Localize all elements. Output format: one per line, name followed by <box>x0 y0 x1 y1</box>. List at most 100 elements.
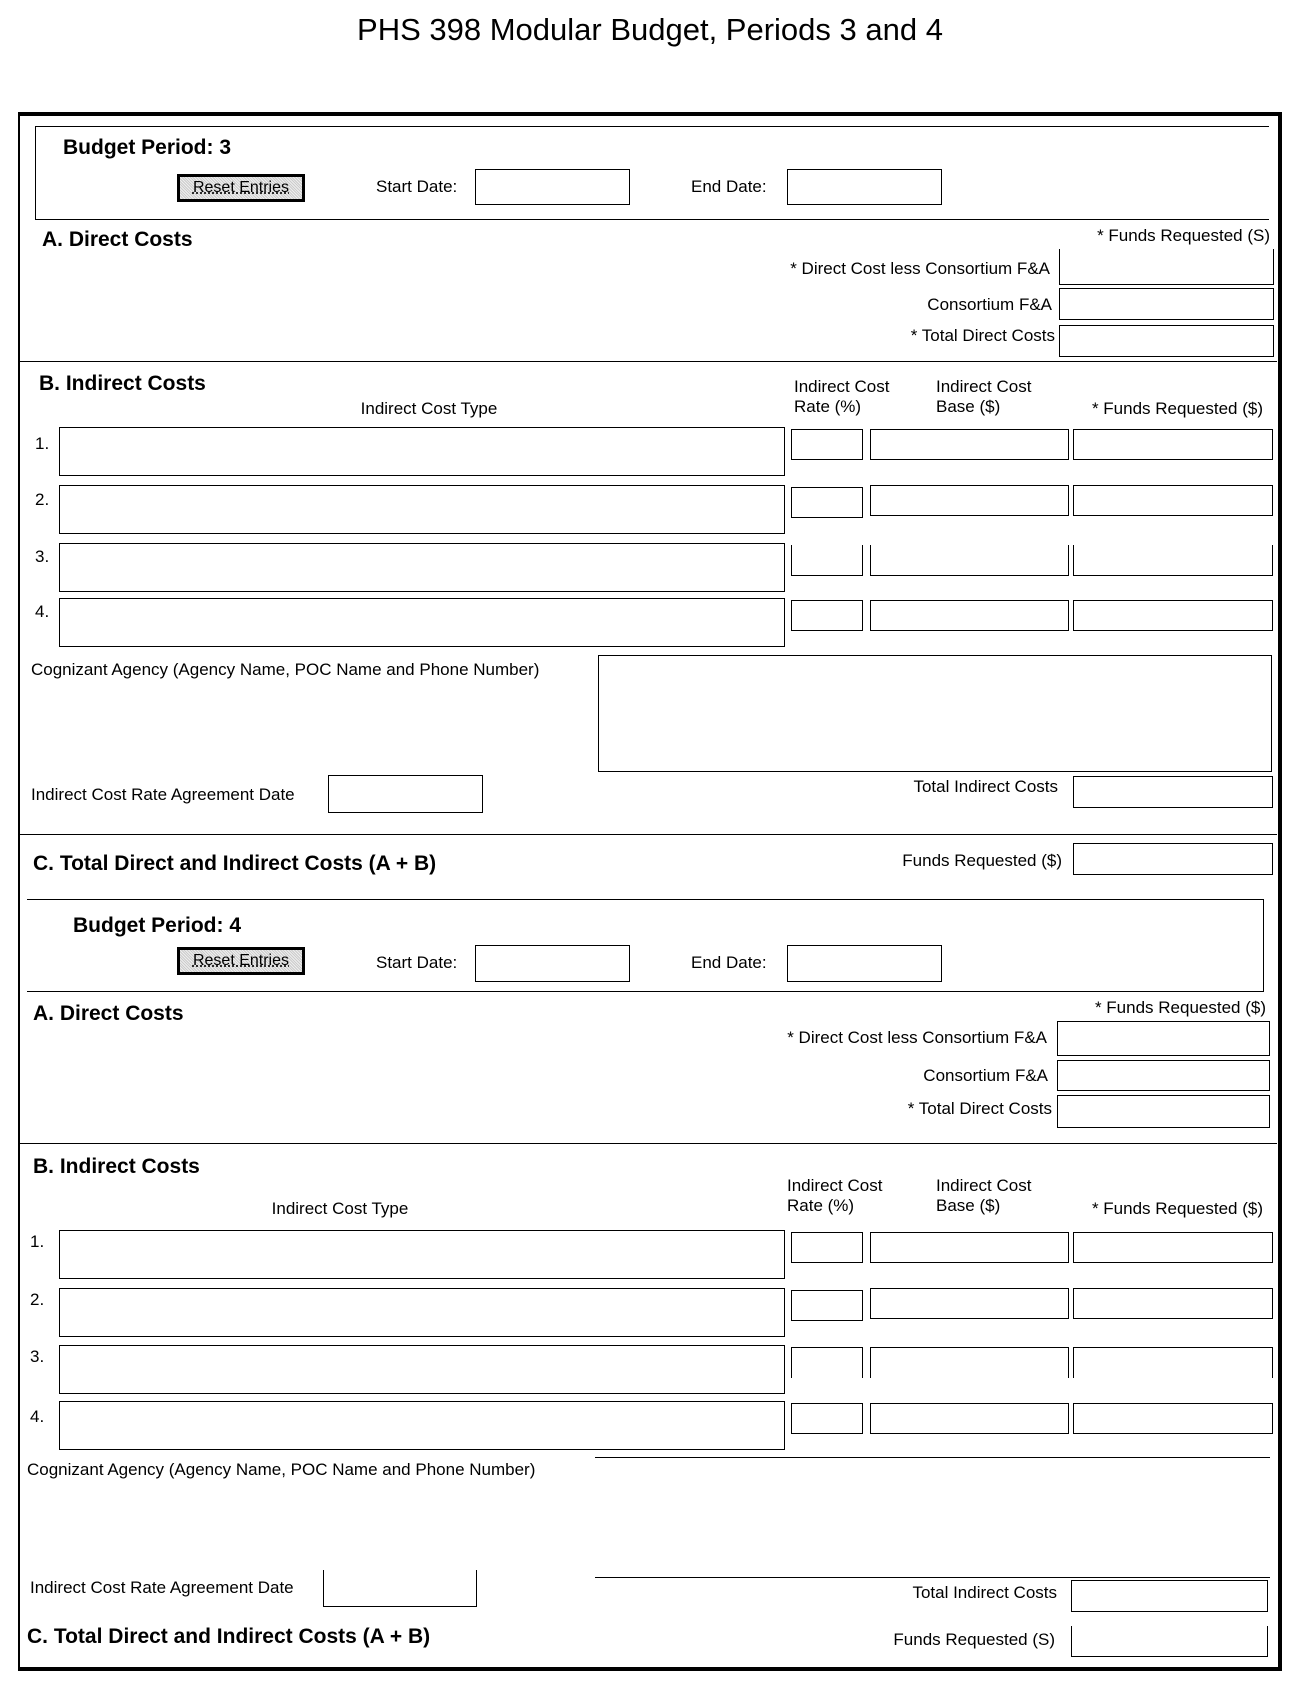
cognizant-agency-input[interactable] <box>598 655 1272 772</box>
row-number: 1. <box>30 1232 45 1251</box>
funds-input[interactable] <box>1073 429 1273 460</box>
base-header: Indirect Cost Base ($) <box>936 1176 1031 1216</box>
cognizant-agency-input[interactable] <box>595 1457 1270 1578</box>
end-date-input[interactable] <box>787 945 942 982</box>
cognizant-agency-label: Cognizant Agency (Agency Name, POC Name … <box>31 660 540 679</box>
indirect-cost-type-input[interactable] <box>59 427 785 476</box>
total-direct-costs-input[interactable] <box>1057 1095 1270 1128</box>
end-date-label: End Date: <box>691 177 767 196</box>
rate-input[interactable] <box>791 1347 863 1378</box>
rate-input[interactable] <box>791 1403 863 1434</box>
indirect-costs-heading: B. Indirect Costs <box>33 1155 200 1178</box>
rate-header-line2: Rate (%) <box>794 397 862 416</box>
indirect-cost-type-input[interactable] <box>59 598 785 647</box>
base-header-line2: Base ($) <box>936 397 1001 416</box>
divider <box>19 1143 1277 1144</box>
funds-input[interactable] <box>1073 1347 1273 1378</box>
base-header: Indirect Cost Base ($) <box>936 377 1031 417</box>
indirect-cost-type-header: Indirect Cost Type <box>271 1199 409 1218</box>
start-date-input[interactable] <box>475 169 630 205</box>
rate-input[interactable] <box>791 1290 863 1321</box>
rate-input[interactable] <box>791 429 863 460</box>
start-date-label: Start Date: <box>376 953 458 972</box>
direct-cost-less-consortium-input[interactable] <box>1059 249 1274 285</box>
direct-cost-less-consortium-label: * Direct Cost less Consortium F&A <box>787 1028 1047 1047</box>
direct-costs-heading: A. Direct Costs <box>42 228 193 251</box>
row-number: 2. <box>30 1290 45 1309</box>
funds-input[interactable] <box>1073 600 1273 631</box>
base-input[interactable] <box>870 1288 1069 1319</box>
period-4-header-box <box>27 899 1264 992</box>
rate-header: Indirect Cost Rate (%) <box>794 377 889 417</box>
total-funds-requested-label: Funds Requested (S) <box>893 1630 1055 1649</box>
base-input[interactable] <box>870 1403 1069 1434</box>
agreement-date-input[interactable] <box>323 1570 477 1607</box>
rate-header-line1: Indirect Cost <box>794 377 890 396</box>
rate-input[interactable] <box>791 545 863 576</box>
row-number: 4. <box>35 602 50 621</box>
form-container <box>18 112 1282 1671</box>
total-indirect-costs-input[interactable] <box>1071 1580 1268 1612</box>
indirect-funds-header: * Funds Requested ($) <box>1091 1199 1263 1218</box>
total-direct-costs-label: * Total Direct Costs <box>907 1099 1052 1118</box>
agreement-date-label: Indirect Cost Rate Agreement Date <box>30 1578 294 1597</box>
indirect-cost-type-input[interactable] <box>59 485 785 534</box>
base-input[interactable] <box>870 429 1069 460</box>
agreement-date-input[interactable] <box>328 775 483 813</box>
indirect-costs-heading: B. Indirect Costs <box>39 372 206 395</box>
reset-entries-button[interactable]: Reset Entries <box>177 174 305 202</box>
row-number: 4. <box>30 1407 45 1426</box>
rate-input[interactable] <box>791 487 863 518</box>
total-indirect-costs-label: Total Indirect Costs <box>913 777 1058 796</box>
indirect-cost-type-input[interactable] <box>59 1288 785 1337</box>
budget-period-3-label: Budget Period: 3 <box>63 136 232 159</box>
consortium-fa-input[interactable] <box>1057 1060 1270 1091</box>
total-funds-requested-input[interactable] <box>1073 843 1273 875</box>
row-number: 3. <box>30 1347 45 1366</box>
base-input[interactable] <box>870 600 1069 631</box>
row-number: 3. <box>35 547 50 566</box>
base-input[interactable] <box>870 545 1069 576</box>
indirect-cost-type-input[interactable] <box>59 1345 785 1394</box>
funds-requested-header: * Funds Requested (S) <box>1097 226 1270 245</box>
indirect-cost-type-input[interactable] <box>59 1401 785 1450</box>
rate-input[interactable] <box>791 600 863 631</box>
end-date-input[interactable] <box>787 169 942 205</box>
indirect-funds-header: * Funds Requested ($) <box>1091 399 1263 418</box>
total-direct-costs-input[interactable] <box>1059 325 1274 357</box>
direct-cost-less-consortium-input[interactable] <box>1057 1021 1270 1056</box>
funds-requested-header: * Funds Requested ($) <box>1094 998 1266 1017</box>
period-3-header-box <box>35 126 1269 220</box>
indirect-cost-type-input[interactable] <box>59 1230 785 1279</box>
indirect-cost-type-input[interactable] <box>59 543 785 592</box>
funds-input[interactable] <box>1073 1232 1273 1263</box>
start-date-input[interactable] <box>475 945 630 982</box>
consortium-fa-input[interactable] <box>1059 288 1274 320</box>
reset-entries-button[interactable]: Reset Entries <box>177 947 305 975</box>
total-costs-heading: C. Total Direct and Indirect Costs (A + … <box>33 852 437 875</box>
total-indirect-costs-input[interactable] <box>1073 776 1273 808</box>
total-costs-heading: C. Total Direct and Indirect Costs (A + … <box>27 1625 431 1648</box>
rate-header-line1: Indirect Cost <box>787 1176 883 1195</box>
total-funds-requested-input[interactable] <box>1071 1626 1268 1657</box>
rate-input[interactable] <box>791 1232 863 1263</box>
funds-input[interactable] <box>1073 485 1273 516</box>
base-input[interactable] <box>870 1347 1069 1378</box>
funds-input[interactable] <box>1073 545 1273 576</box>
total-funds-requested-label: Funds Requested ($) <box>902 851 1062 870</box>
base-header-line1: Indirect Cost <box>936 1176 1032 1195</box>
base-input[interactable] <box>870 1232 1069 1263</box>
end-date-label: End Date: <box>691 953 767 972</box>
rate-header: Indirect Cost Rate (%) <box>787 1176 882 1216</box>
direct-cost-less-consortium-label: * Direct Cost less Consortium F&A <box>790 259 1050 278</box>
funds-input[interactable] <box>1073 1288 1273 1319</box>
total-indirect-costs-label: Total Indirect Costs <box>912 1583 1057 1602</box>
cognizant-agency-label: Cognizant Agency (Agency Name, POC Name … <box>27 1460 536 1479</box>
funds-input[interactable] <box>1073 1403 1273 1434</box>
divider <box>19 361 1277 362</box>
rate-header-line2: Rate (%) <box>787 1196 855 1215</box>
budget-period-4-label: Budget Period: 4 <box>73 914 242 937</box>
base-input[interactable] <box>870 485 1069 516</box>
page-title: PHS 398 Modular Budget, Periods 3 and 4 <box>357 12 943 47</box>
start-date-label: Start Date: <box>376 177 458 196</box>
